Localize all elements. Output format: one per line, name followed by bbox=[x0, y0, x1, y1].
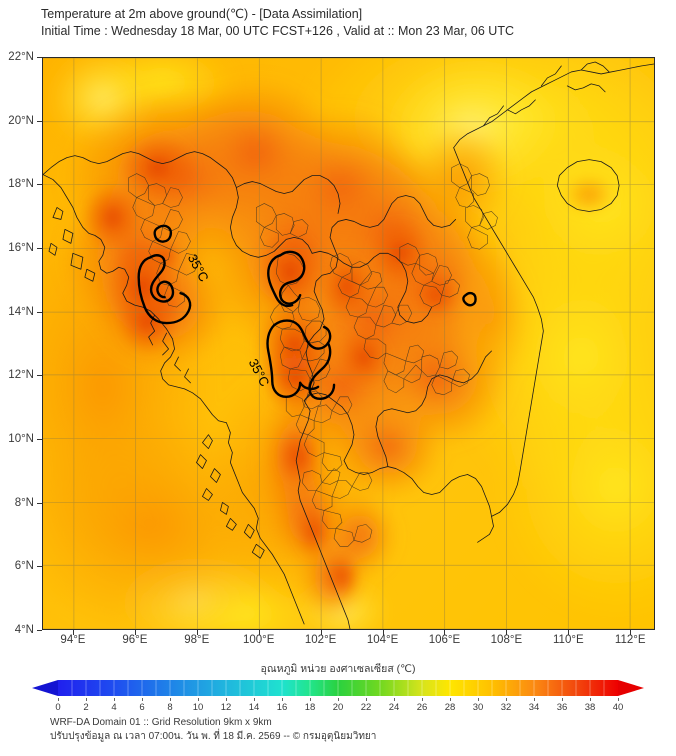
x-axis-tick-mark bbox=[196, 630, 198, 635]
map-plot-area: 35°C 35°C bbox=[42, 57, 655, 630]
colorbar-tick-label: 14 bbox=[248, 702, 260, 713]
footer-block: WRF-DA Domain 01 :: Grid Resolution 9km … bbox=[50, 716, 376, 744]
chart-subtitle: Initial Time : Wednesday 18 Mar, 00 UTC … bbox=[41, 24, 514, 38]
footer-model-info: WRF-DA Domain 01 :: Grid Resolution 9km … bbox=[50, 717, 272, 728]
contour-35c bbox=[137, 224, 477, 401]
y-axis-tick-mark bbox=[37, 566, 42, 568]
y-axis-tick-mark bbox=[37, 184, 42, 186]
colorbar-tick-label: 18 bbox=[304, 702, 316, 713]
colorbar-tick-label: 22 bbox=[360, 702, 372, 713]
colorbar-tick-mark bbox=[590, 698, 591, 701]
colorbar-tick-label: 6 bbox=[139, 702, 145, 713]
colorbar-holder bbox=[32, 678, 644, 698]
colorbar-gradient bbox=[32, 680, 644, 696]
colorbar-tick-mark bbox=[254, 698, 255, 701]
y-axis-tick-label: 16°N bbox=[8, 242, 34, 254]
colorbar-tick-label: 2 bbox=[83, 702, 89, 713]
x-axis-tick-label: 108°E bbox=[490, 634, 523, 646]
colorbar-tick-mark bbox=[478, 698, 479, 701]
colorbar-tick-label: 38 bbox=[584, 702, 596, 713]
y-axis-tick-label: 6°N bbox=[14, 560, 34, 573]
x-axis-tick-mark bbox=[506, 630, 508, 635]
colorbar-tick-mark bbox=[338, 698, 339, 701]
colorbar-tick-label: 10 bbox=[192, 702, 204, 713]
y-axis-tick-label: 8°N bbox=[14, 496, 34, 509]
x-axis-tick-label: 104°E bbox=[366, 634, 399, 646]
province-boundary-layer bbox=[128, 163, 498, 547]
colorbar-block: อุณหภูมิ หน่วย องศาเซลเซียส (℃) bbox=[0, 662, 676, 713]
x-axis-tick-label: 112°E bbox=[614, 634, 646, 646]
x-axis-tick-label: 94°E bbox=[60, 634, 86, 646]
footer-credit: ปรับปรุงข้อมูล ณ เวลา 07:00น. วัน พ. ที่… bbox=[50, 731, 377, 742]
x-axis-tick-mark bbox=[568, 630, 570, 635]
colorbar-tick-mark bbox=[114, 698, 115, 701]
colorbar-title: อุณหภูมิ หน่วย องศาเซลเซียส (℃) bbox=[260, 663, 416, 675]
colorbar-tick-label: 16 bbox=[276, 702, 288, 713]
page-title: Temperature at 2m above ground(℃) - [Dat… bbox=[41, 7, 363, 21]
y-axis-tick-mark bbox=[37, 57, 42, 58]
y-axis-tick-label: 20°N bbox=[8, 114, 34, 127]
colorbar-tick-label: 20 bbox=[332, 702, 344, 713]
y-axis-tick-label: 10°N bbox=[8, 433, 34, 445]
colorbar-tick-mark bbox=[618, 698, 619, 701]
colorbar-tick-mark bbox=[562, 698, 563, 701]
colorbar-tick-label: 8 bbox=[167, 702, 173, 713]
colorbar-tick-label: 28 bbox=[444, 702, 456, 713]
x-axis-tick-mark bbox=[258, 630, 260, 635]
y-axis-tick-mark bbox=[37, 120, 42, 122]
x-axis-tick-mark bbox=[320, 630, 322, 635]
x-axis-tick-label: 102°E bbox=[304, 634, 337, 646]
x-axis-tick-mark bbox=[134, 630, 136, 635]
colorbar-tick-label: 4 bbox=[111, 702, 117, 713]
x-axis-tick-label: 110°E bbox=[553, 634, 584, 646]
y-axis-tick-mark bbox=[37, 248, 42, 249]
x-axis-tick-label: 100°E bbox=[242, 634, 275, 646]
y-axis-tick-label: 22°N bbox=[8, 51, 34, 63]
x-axis-tick-label: 106°E bbox=[428, 634, 461, 646]
colorbar-tick-label: 12 bbox=[220, 702, 232, 713]
colorbar-tick-mark bbox=[86, 698, 87, 701]
colorbar-tick-mark bbox=[450, 698, 451, 701]
colorbar-tick-label: 24 bbox=[388, 702, 400, 713]
colorbar-tick-layer: 0 2 4 6 8 10 12 14 16 18 20 22 24 26 28 30 32 34 36 38 40 bbox=[32, 698, 644, 713]
y-axis-tick-mark bbox=[37, 439, 42, 440]
colorbar-tick-label: 0 bbox=[55, 702, 61, 713]
colorbar-tick-mark bbox=[170, 698, 171, 701]
x-axis-tick-mark bbox=[630, 630, 632, 635]
colorbar-tick-mark bbox=[394, 698, 395, 701]
x-axis-tick-label: 98°E bbox=[184, 634, 210, 646]
colorbar-tick-mark bbox=[534, 698, 535, 701]
colorbar-tick-mark bbox=[58, 698, 59, 701]
y-axis-tick-mark bbox=[37, 311, 42, 313]
y-axis-tick-mark bbox=[37, 502, 42, 504]
temperature-heatmap: 35°C 35°C bbox=[42, 57, 655, 630]
colorbar-tick-mark bbox=[282, 698, 283, 701]
y-axis-tick-mark bbox=[37, 375, 42, 377]
y-axis-tick-label: 4°N bbox=[14, 624, 34, 636]
y-axis-tick-label: 12°N bbox=[8, 369, 34, 382]
colorbar-tick-label: 26 bbox=[416, 702, 428, 713]
x-axis-tick-label: 96°E bbox=[122, 634, 148, 646]
colorbar-tick-mark bbox=[198, 698, 199, 701]
colorbar-tick-label: 30 bbox=[472, 702, 484, 713]
y-axis-tick-mark bbox=[37, 630, 42, 631]
colorbar-tick-label: 34 bbox=[528, 702, 540, 713]
colorbar-tick-mark bbox=[506, 698, 507, 701]
x-axis-tick-mark bbox=[382, 630, 384, 635]
colorbar-tick-label: 40 bbox=[612, 702, 624, 713]
colorbar-tick-mark bbox=[310, 698, 311, 701]
chart-title-block: Temperature at 2m above ground(℃) - [Dat… bbox=[41, 6, 661, 40]
colorbar-tick-label: 32 bbox=[500, 702, 512, 713]
colorbar-tick-mark bbox=[422, 698, 423, 701]
y-axis-tick-label: 14°N bbox=[8, 305, 34, 318]
colorbar-tick-mark bbox=[142, 698, 143, 701]
y-axis-tick-label: 18°N bbox=[8, 178, 34, 191]
x-axis-tick-mark bbox=[72, 630, 74, 635]
colorbar-tick-mark bbox=[226, 698, 227, 701]
x-axis-tick-mark bbox=[444, 630, 446, 635]
colorbar-tick-label: 36 bbox=[556, 702, 568, 713]
colorbar-tick-mark bbox=[366, 698, 367, 701]
